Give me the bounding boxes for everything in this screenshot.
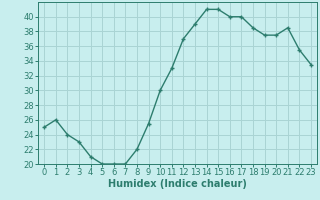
X-axis label: Humidex (Indice chaleur): Humidex (Indice chaleur) <box>108 179 247 189</box>
